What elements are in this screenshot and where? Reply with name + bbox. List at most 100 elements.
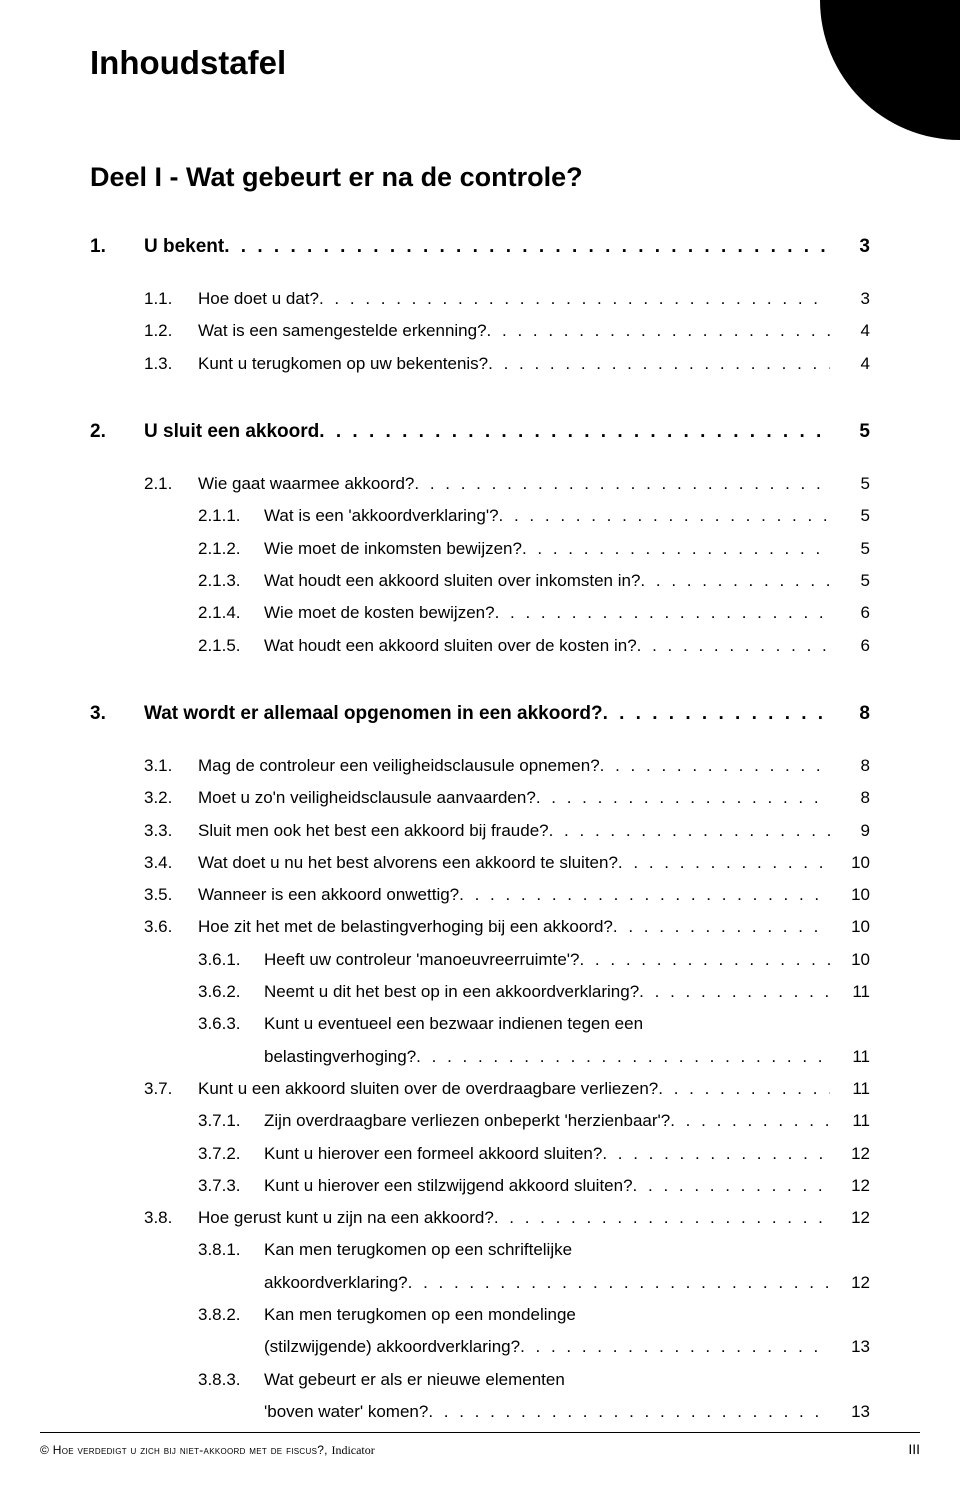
toc-label: Kunt u terugkomen op uw bekentenis?: [198, 348, 488, 380]
toc-label: Wat doet u nu het best alvorens een akko…: [198, 847, 618, 879]
toc-label: Wat is een 'akkoordverklaring'?: [264, 500, 499, 532]
toc-leader: [319, 283, 830, 315]
toc-page: 11: [836, 976, 870, 1008]
toc-leader: [487, 315, 830, 347]
toc-page: 11: [836, 1105, 870, 1137]
toc-page: 6: [836, 597, 870, 629]
toc-label: Wanneer is een akkoord onwettig?: [198, 879, 459, 911]
toc-num: 3.6.1.: [198, 944, 264, 976]
toc-page: 5: [836, 500, 870, 532]
toc-item: 3.2. Moet u zo'n veiligheidsclausule aan…: [90, 782, 870, 814]
toc-label: Hoe zit het met de belastingverhoging bi…: [198, 911, 613, 943]
toc-subitem: 3.6.3. Kunt u eventueel een bezwaar indi…: [90, 1008, 870, 1040]
toc-page: 9: [836, 815, 870, 847]
toc-item: 3.4. Wat doet u nu het best alvorens een…: [90, 847, 870, 879]
toc-item: 3.1. Mag de controleur een veiligheidscl…: [90, 750, 870, 782]
toc-label: Kunt u hierover een formeel akkoord slui…: [264, 1138, 602, 1170]
toc-label: Moet u zo'n veiligheidsclausule aanvaard…: [198, 782, 536, 814]
toc-label: Heeft uw controleur 'manoeuvreerruimte'?: [264, 944, 579, 976]
toc-page: 6: [836, 630, 870, 662]
toc-label: U bekent: [144, 229, 224, 265]
toc-leader: [428, 1396, 830, 1428]
toc-num: 3.8.2.: [198, 1299, 264, 1331]
toc-num: 3.7.1.: [198, 1105, 264, 1137]
toc-section-heading: 3. Wat wordt er allemaal opgenomen in ee…: [90, 696, 870, 732]
toc-leader: [637, 630, 830, 662]
toc-subitem: 2.1.3. Wat houdt een akkoord sluiten ove…: [90, 565, 870, 597]
page-content: Inhoudstafel Deel I - Wat gebeurt er na …: [0, 0, 960, 1458]
toc-subitem: 3.7.1. Zijn overdraagbare verliezen onbe…: [90, 1105, 870, 1137]
toc-label: Hoe gerust kunt u zijn na een akkoord?: [198, 1202, 494, 1234]
toc-num: 3.1.: [144, 750, 198, 782]
toc-leader: [488, 348, 830, 380]
toc-subitem: 2.1.2. Wie moet de inkomsten bewijzen? 5: [90, 533, 870, 565]
toc-num: 1.1.: [144, 283, 198, 315]
toc-page: 5: [836, 468, 870, 500]
toc-subitem: 3.8.3. Wat gebeurt er als er nieuwe elem…: [90, 1364, 870, 1396]
toc-subitem: 3.8.1. Kan men terugkomen op een schrift…: [90, 1234, 870, 1266]
toc-page: 5: [836, 565, 870, 597]
toc-num: 3.8.: [144, 1202, 198, 1234]
toc-num: 2.1.5.: [198, 630, 264, 662]
toc-num: 1.: [90, 229, 144, 265]
toc-subitem-continuation: (stilzwijgende) akkoordverklaring? 13: [90, 1331, 870, 1363]
toc-subitem: 3.8.2. Kan men terugkomen op een mondeli…: [90, 1299, 870, 1331]
toc-leader: [536, 782, 830, 814]
toc-label: U sluit een akkoord: [144, 414, 319, 450]
toc-leader: [600, 750, 830, 782]
toc-leader: [224, 229, 830, 265]
toc-page: 10: [836, 911, 870, 943]
toc-leader: [522, 533, 830, 565]
toc-item: 3.6. Hoe zit het met de belastingverhogi…: [90, 911, 870, 943]
toc-page: 3: [836, 229, 870, 265]
toc-leader: [579, 944, 830, 976]
toc-leader: [549, 815, 830, 847]
toc-page: 8: [836, 696, 870, 732]
toc-label: Wat wordt er allemaal opgenomen in een a…: [144, 696, 603, 732]
toc-page: 5: [836, 414, 870, 450]
toc-label: Mag de controleur een veiligheidsclausul…: [198, 750, 600, 782]
toc-num: 3.2.: [144, 782, 198, 814]
toc-label: Wat gebeurt er als er nieuwe elementen: [264, 1364, 565, 1396]
toc-label: Wat is een samengestelde erkenning?: [198, 315, 487, 347]
toc-subitem: 3.7.2. Kunt u hierover een formeel akkoo…: [90, 1138, 870, 1170]
toc-num: 3.6.3.: [198, 1008, 264, 1040]
toc-num: 2.1.1.: [198, 500, 264, 532]
toc-section-heading: 2. U sluit een akkoord 5: [90, 414, 870, 450]
toc-label: Wie gaat waarmee akkoord?: [198, 468, 414, 500]
toc-num: 1.2.: [144, 315, 198, 347]
footer-publisher: Indicator: [331, 1443, 374, 1457]
toc-section-heading: 1. U bekent 3: [90, 229, 870, 265]
toc-page: 13: [836, 1331, 870, 1363]
toc-leader: [416, 1041, 830, 1073]
toc-leader: [670, 1105, 830, 1137]
toc-leader: [618, 847, 830, 879]
toc-label: Wat houdt een akkoord sluiten over de ko…: [264, 630, 637, 662]
toc-page: 10: [836, 847, 870, 879]
toc-subitem-continuation: akkoordverklaring? 12: [90, 1267, 870, 1299]
toc-page: 13: [836, 1396, 870, 1428]
toc-num: 3.5.: [144, 879, 198, 911]
toc-item: 3.3. Sluit men ook het best een akkoord …: [90, 815, 870, 847]
toc-page: 3: [836, 283, 870, 315]
toc-num: 3.6.: [144, 911, 198, 943]
toc-label: 'boven water' komen?: [264, 1396, 428, 1428]
toc-num: 1.3.: [144, 348, 198, 380]
toc-leader: [639, 976, 830, 1008]
toc-label: Kunt u eventueel een bezwaar indienen te…: [264, 1008, 643, 1040]
toc-label: Hoe doet u dat?: [198, 283, 319, 315]
toc-label: Wie moet de inkomsten bewijzen?: [264, 533, 522, 565]
toc-subitem: 2.1.5. Wat houdt een akkoord sluiten ove…: [90, 630, 870, 662]
toc-page: 12: [836, 1267, 870, 1299]
toc-subitem: 3.7.3. Kunt u hierover een stilzwijgend …: [90, 1170, 870, 1202]
toc-page: 10: [836, 944, 870, 976]
toc-num: 3.7.2.: [198, 1138, 264, 1170]
toc-num: 2.: [90, 414, 144, 450]
toc-label: Sluit men ook het best een akkoord bij f…: [198, 815, 549, 847]
toc-leader: [520, 1331, 830, 1363]
toc-leader: [408, 1267, 830, 1299]
toc-leader: [633, 1170, 830, 1202]
page-footer: © Hoe verdedigt u zich bij niet-akkoord …: [40, 1432, 920, 1458]
toc-leader: [459, 879, 830, 911]
toc-subitem: 3.6.1. Heeft uw controleur 'manoeuvreerr…: [90, 944, 870, 976]
